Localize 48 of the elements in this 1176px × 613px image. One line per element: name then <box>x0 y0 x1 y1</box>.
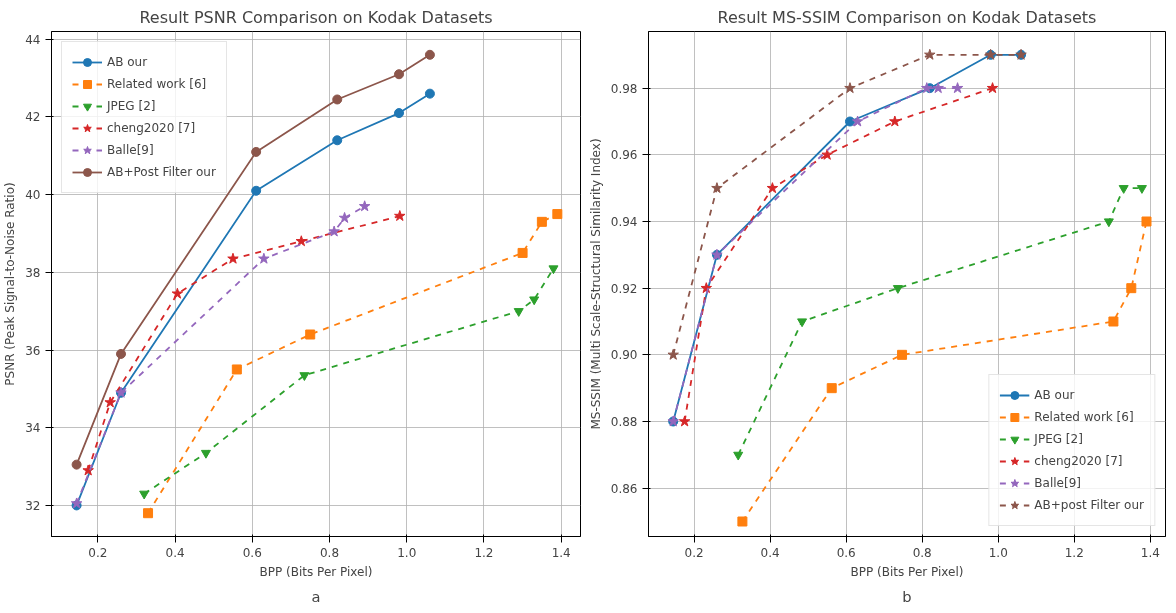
legend-label: AB+Post Filter our <box>107 165 216 179</box>
text: a <box>311 587 321 605</box>
x-tick-label: 0.2 <box>88 545 108 560</box>
y-tick-label: 44 <box>25 32 41 47</box>
legend-label: Related work [6] <box>1034 410 1134 424</box>
x-tick-label: 1.0 <box>988 545 1008 560</box>
x-tick-label: 1.2 <box>474 545 494 560</box>
chart-title: Result MS-SSIM Comparison on Kodak Datasets <box>717 7 1097 27</box>
x-tick-label: 0.4 <box>165 545 185 560</box>
y-axis-title: MS-SSIM (Multi Scale-Structural Similarity Index) <box>588 138 603 430</box>
y-tick-label: 0.92 <box>610 281 638 296</box>
legend-label: JPEG [2] <box>107 99 156 113</box>
y-tick-label: 0.88 <box>610 415 638 429</box>
legend-label: JPEG [2] <box>1034 432 1083 446</box>
x-tick-label: 1.4 <box>1140 545 1160 560</box>
x-tick-label: 0.2 <box>684 545 704 560</box>
x-axis-title: BPP (Bits Per Pixel) <box>850 564 964 579</box>
y-tick-label: 42 <box>25 110 41 125</box>
y-tick-label: 36 <box>25 343 41 358</box>
x-tick-label: 0.6 <box>242 545 262 560</box>
y-tick-label: 32 <box>25 498 41 513</box>
legend-label: Related work [6] <box>107 77 207 91</box>
y-axis-title: PSNR (Peak Signal-to-Noise Ratio) <box>3 182 18 386</box>
x-tick-label: 1.0 <box>397 545 417 560</box>
chart-title: Result PSNR Comparison on Kodak Datasets <box>139 7 493 27</box>
y-tick-label: 0.90 <box>610 348 638 363</box>
y-tick-label: 38 <box>25 265 41 280</box>
legend-label: Balle[9] <box>1034 476 1081 490</box>
x-axis-title: BPP (Bits Per Pixel) <box>259 564 373 579</box>
y-tick-label: 0.86 <box>610 481 638 496</box>
y-tick-label: 0.96 <box>610 148 638 163</box>
y-tick-label: 0.94 <box>610 215 638 229</box>
y-tick-label: 34 <box>25 421 41 436</box>
x-tick-label: 1.2 <box>1064 545 1084 560</box>
legend-label: cheng2020 [7] <box>1034 454 1123 468</box>
text: b <box>902 587 912 605</box>
legend-label: AB+post Filter our <box>1034 498 1144 512</box>
x-tick-label: 0.4 <box>760 545 780 560</box>
y-tick-label: 0.98 <box>610 81 638 96</box>
legend-label: Balle[9] <box>107 143 154 157</box>
legend-label: cheng2020 [7] <box>107 121 196 135</box>
y-tick-label: 40 <box>25 188 41 203</box>
x-tick-label: 0.6 <box>836 545 856 560</box>
legend-label: AB our <box>107 55 148 69</box>
legend-label: AB our <box>1034 388 1075 402</box>
x-tick-label: 1.4 <box>551 545 571 560</box>
x-tick-label: 0.8 <box>319 545 340 560</box>
x-tick-label: 0.8 <box>912 545 932 560</box>
